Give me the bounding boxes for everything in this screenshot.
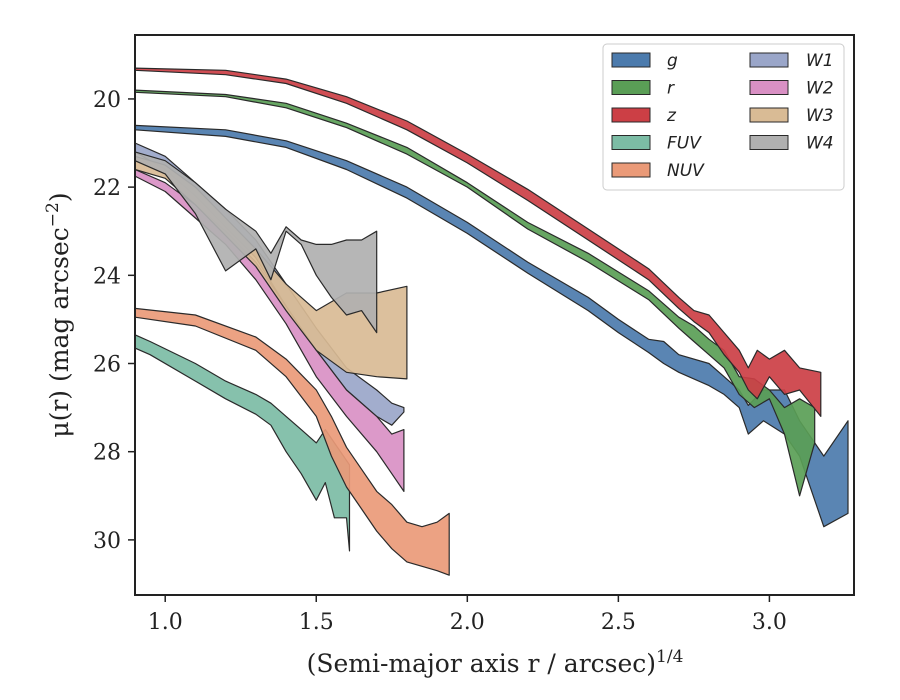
legend-swatch-w1 (749, 52, 789, 68)
y-tick-label: 30 (93, 529, 121, 554)
legend-label-r: r (667, 79, 675, 99)
x-tick-label: 2.0 (450, 610, 485, 635)
legend-swatch-w2 (749, 80, 789, 95)
x-tick-label: 2.5 (601, 610, 636, 635)
legend-label-w4: W4 (806, 134, 834, 154)
band-w4 (135, 151, 378, 334)
legend-label-nuv: NUV (667, 161, 705, 181)
legend-label-z: z (666, 106, 677, 126)
series-bands (135, 67, 849, 576)
x-tick-label: 1.5 (299, 610, 334, 635)
legend-swatch-w3 (749, 107, 789, 123)
x-tick-label: 3.0 (752, 610, 787, 635)
x-axis-title: (Semi-major axis r / arcsec)1/4 (307, 647, 684, 678)
legend: grz FUV NUV W1 W2 W3 W4 (602, 43, 845, 191)
y-tick-label: 26 (93, 353, 121, 378)
x-tick-label: 1.0 (148, 610, 183, 635)
y-tick-label: 20 (93, 88, 121, 113)
band-fuv (135, 334, 351, 552)
y-axis-title: μ(r) (mag arcsec−2) (43, 192, 74, 437)
legend-label-fuv: FUV (667, 134, 702, 154)
legend-label-w3: W3 (806, 106, 834, 126)
legend-label-g: g (667, 51, 678, 71)
band-r (135, 89, 816, 497)
legend-swatch-w4 (749, 135, 789, 150)
legend-swatch-nuv (611, 162, 651, 178)
legend-swatch-r (611, 80, 651, 95)
band-g (135, 124, 849, 528)
plot-frame (134, 34, 855, 596)
y-tick-label: 24 (93, 264, 121, 289)
legend-swatch-g (611, 52, 651, 68)
x-axis-ticks: 1.0 1.5 2.0 2.5 3.0 (148, 595, 787, 635)
legend-swatch-z (611, 107, 651, 123)
y-axis-ticks: 20 22 24 26 28 30 (93, 88, 135, 554)
legend-label-w1: W1 (806, 51, 834, 71)
band-nuv (135, 307, 450, 576)
y-tick-label: 28 (93, 441, 121, 466)
legend-label-w2: W2 (806, 79, 834, 99)
y-tick-label: 22 (93, 176, 121, 201)
band-z (135, 67, 822, 417)
legend-swatch-fuv (611, 135, 651, 150)
